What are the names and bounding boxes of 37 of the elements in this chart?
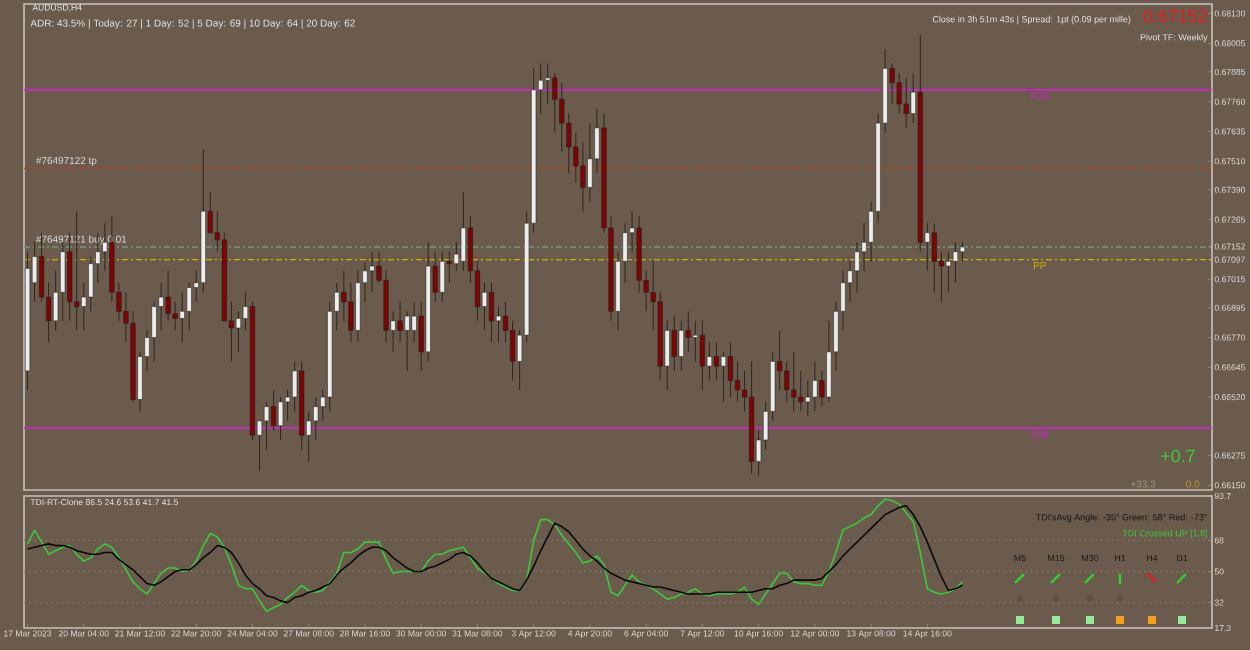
candlestick — [931, 222, 937, 293]
candlestick — [692, 320, 698, 362]
candlestick — [713, 341, 719, 381]
candlestick — [952, 241, 959, 284]
annotation: 0.67152 — [1143, 9, 1207, 23]
candlestick — [945, 251, 951, 293]
annotation: +0.7 — [1161, 449, 1195, 463]
candlestick — [720, 351, 727, 403]
candlestick — [439, 251, 445, 303]
candlestick — [488, 282, 495, 343]
candlestick — [685, 310, 691, 353]
candlestick — [727, 341, 734, 398]
candlestick — [896, 72, 902, 115]
candlestick — [812, 360, 818, 412]
candlestick — [545, 63, 551, 105]
candlestick — [734, 360, 741, 403]
candlestick — [580, 141, 586, 212]
candlestick — [263, 401, 270, 450]
candlestick — [404, 310, 410, 372]
candlestick — [278, 396, 284, 441]
candlestick — [165, 270, 171, 322]
candlestick — [179, 291, 185, 343]
candlestick — [678, 320, 684, 372]
candlestick — [903, 77, 909, 129]
candlestick — [235, 310, 241, 353]
candlestick — [699, 320, 705, 391]
candlestick — [798, 370, 804, 412]
candlestick — [460, 191, 466, 272]
candlestick — [397, 301, 403, 343]
candlestick — [270, 389, 277, 431]
candlestick — [959, 241, 966, 262]
candlestick — [671, 315, 677, 372]
candlestick — [706, 341, 712, 381]
candlestick — [791, 351, 797, 412]
candlestick — [784, 360, 790, 403]
candlestick — [60, 241, 66, 322]
candlestick — [313, 396, 319, 441]
